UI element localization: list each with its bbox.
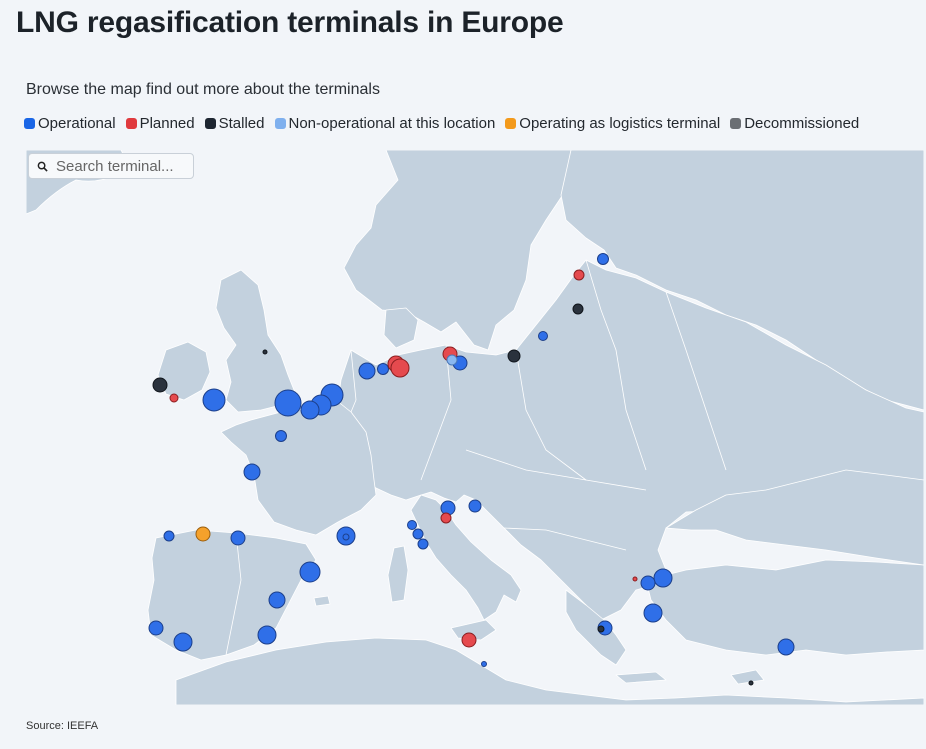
terminal-marker-stalled[interactable]: [572, 303, 584, 315]
terminal-marker-operational[interactable]: [643, 603, 663, 623]
landmass: [26, 150, 924, 705]
great-britain-shape: [215, 269, 297, 413]
terminal-marker-operational[interactable]: [243, 463, 261, 481]
terminal-markers: [148, 253, 795, 686]
sardinia-shape: [387, 545, 409, 603]
terminal-marker-operational[interactable]: [202, 388, 226, 412]
terminal-marker-operational[interactable]: [275, 430, 287, 442]
terminal-marker-operational[interactable]: [230, 530, 246, 546]
sicily-shape: [450, 619, 497, 641]
terminal-marker-operational[interactable]: [358, 362, 376, 380]
terminal-marker-operational[interactable]: [274, 389, 302, 417]
legend-item-planned[interactable]: Planned: [125, 115, 195, 132]
legend-item-operational[interactable]: Operational: [24, 115, 116, 132]
legend-item-logistics[interactable]: Operating as logistics terminal: [505, 115, 720, 132]
legend-swatch-non-operational: [274, 118, 286, 129]
terminal-marker-operational[interactable]: [538, 331, 548, 341]
legend-swatch-planned: [125, 118, 137, 129]
terminal-marker-operational[interactable]: [468, 499, 482, 513]
terminal-marker-non-operational[interactable]: [446, 354, 458, 366]
terminal-marker-logistics[interactable]: [195, 526, 211, 542]
legend-label: Planned: [139, 115, 195, 132]
terminal-marker-operational[interactable]: [597, 253, 609, 265]
terminal-marker-operational[interactable]: [412, 528, 424, 540]
legend-label: Stalled: [218, 115, 265, 132]
subtitle: Browse the map find out more about the t…: [26, 81, 380, 98]
legend-label: Non-operational at this location: [288, 115, 496, 132]
legend-swatch-stalled: [204, 118, 216, 129]
terminal-marker-planned[interactable]: [390, 358, 410, 378]
france-shape: [220, 399, 377, 536]
terminal-marker-stalled[interactable]: [262, 349, 268, 355]
europe-map[interactable]: [26, 150, 924, 705]
terminal-marker-planned[interactable]: [573, 269, 585, 281]
legend-swatch-logistics: [505, 118, 517, 129]
terminal-marker-operational[interactable]: [377, 363, 389, 375]
terminal-marker-operational[interactable]: [257, 625, 277, 645]
ireland-shape: [157, 341, 211, 401]
terminal-marker-operational[interactable]: [173, 632, 193, 652]
terminal-marker-operational[interactable]: [481, 661, 487, 667]
terminal-marker-stalled[interactable]: [152, 377, 168, 393]
terminal-marker-operational[interactable]: [148, 620, 164, 636]
legend-label: Operational: [38, 115, 116, 132]
map-canvas[interactable]: [26, 150, 924, 705]
terminal-marker-operational[interactable]: [417, 538, 429, 550]
terminal-marker-operational[interactable]: [342, 533, 350, 541]
cyprus-shape: [730, 669, 765, 685]
terminal-marker-operational[interactable]: [407, 520, 417, 530]
legend: Operational Planned Stalled Non-operatio…: [24, 115, 859, 132]
legend-swatch-operational: [24, 118, 35, 129]
legend-item-stalled[interactable]: Stalled: [204, 115, 265, 132]
legend-item-decommissioned[interactable]: Decommissioned: [730, 115, 859, 132]
terminal-marker-stalled[interactable]: [748, 680, 754, 686]
legend-label: Operating as logistics terminal: [519, 115, 721, 132]
balearic-shape: [313, 595, 331, 607]
country-borders: [225, 259, 727, 656]
terminal-marker-planned[interactable]: [461, 632, 477, 648]
terminal-marker-operational[interactable]: [640, 575, 656, 591]
terminal-marker-planned[interactable]: [440, 512, 452, 524]
iberia-shape: [147, 529, 317, 661]
greece-shape: [565, 589, 627, 666]
scandinavia-shape: [343, 150, 572, 351]
terminal-marker-planned[interactable]: [632, 576, 638, 582]
terminal-marker-operational[interactable]: [163, 530, 175, 542]
legend-label: Decommissioned: [744, 115, 860, 132]
terminal-marker-operational[interactable]: [268, 591, 286, 609]
turkey-shape: [645, 559, 924, 656]
ukraine-shape: [665, 469, 924, 566]
terminal-marker-stalled[interactable]: [507, 349, 521, 363]
terminal-marker-planned[interactable]: [169, 393, 179, 403]
legend-item-non-operational[interactable]: Non-operational at this location: [274, 115, 496, 132]
search-input[interactable]: [54, 156, 188, 176]
legend-swatch-decommissioned: [730, 118, 742, 129]
terminal-marker-stalled[interactable]: [597, 625, 605, 633]
terminal-marker-operational[interactable]: [653, 568, 673, 588]
crete-shape: [615, 671, 667, 684]
denmark-shape: [383, 307, 419, 349]
search-box[interactable]: [28, 153, 194, 179]
north-africa-shape: [175, 637, 924, 705]
search-icon: [37, 161, 48, 172]
terminal-marker-operational[interactable]: [300, 400, 320, 420]
source-note: Source: IEEFA: [26, 720, 99, 732]
page-title: LNG regasification terminals in Europe: [16, 6, 564, 39]
terminal-marker-operational[interactable]: [299, 561, 321, 583]
terminal-marker-operational[interactable]: [777, 638, 795, 656]
